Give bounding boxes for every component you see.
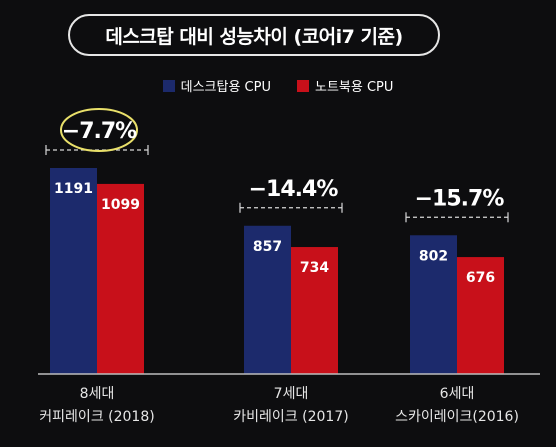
legend-label-notebook: 노트북용 CPU xyxy=(314,80,394,95)
category-label-name-0: 커피레이크 (2018) xyxy=(39,409,154,425)
legend-label-desktop: 데스크탑용 CPU xyxy=(180,80,271,95)
category-label-name-2: 스카이레이크(2016) xyxy=(395,409,519,425)
bar-desktop-1 xyxy=(244,225,291,374)
bar-value-label-notebook-2: 676 xyxy=(466,270,495,286)
legend-swatch-notebook xyxy=(296,79,309,92)
diff-percent-label-1: −14.4% xyxy=(249,177,339,202)
category-label-gen-0: 8세대 xyxy=(80,386,115,402)
bar-value-label-desktop-1: 857 xyxy=(253,239,282,255)
bar-notebook-1 xyxy=(291,247,338,374)
bar-notebook-2 xyxy=(457,257,504,374)
bar-value-label-notebook-0: 1099 xyxy=(101,197,140,213)
bar-value-label-notebook-1: 734 xyxy=(300,260,329,276)
bar-value-label-desktop-2: 802 xyxy=(419,248,448,264)
chart-title: 데스크탑 대비 성능차이 (코어i7 기준) xyxy=(68,14,440,56)
legend-item-notebook: 노트북용 CPU xyxy=(296,76,394,95)
diff-highlight-circle xyxy=(60,108,138,152)
bar-notebook-0 xyxy=(97,183,144,374)
legend-swatch-desktop xyxy=(162,79,175,92)
chart-legend: 데스크탑용 CPU 노트북용 CPU xyxy=(0,76,556,95)
legend-item-desktop: 데스크탑용 CPU xyxy=(162,76,271,95)
diff-percent-label-0: −7.7% xyxy=(62,119,137,144)
bar-desktop-2 xyxy=(410,235,457,374)
category-label-gen-2: 6세대 xyxy=(440,386,475,402)
bar-value-label-desktop-0: 1191 xyxy=(54,181,93,197)
category-label-name-1: 카비레이크 (2017) xyxy=(233,409,348,425)
bar-desktop-0 xyxy=(50,168,97,374)
category-label-gen-1: 7세대 xyxy=(274,386,309,402)
diff-percent-label-2: −15.7% xyxy=(415,186,505,211)
